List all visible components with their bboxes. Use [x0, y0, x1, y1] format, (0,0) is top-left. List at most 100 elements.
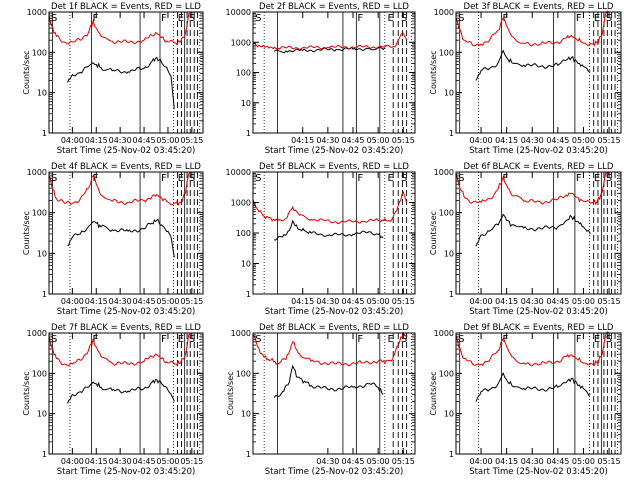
mode-label: F [357, 334, 363, 345]
x-tick-label: 04:15 [85, 136, 108, 145]
mode-label: S [458, 13, 464, 24]
y-tick-label: 1 [42, 290, 47, 299]
y-tick-label: 10 [37, 410, 47, 419]
x-tick-label: 05:00 [572, 297, 595, 306]
plot-frame [455, 171, 622, 295]
y-tick-label: 10 [444, 249, 454, 258]
mode-label: E [388, 334, 394, 345]
y-tick-label: 100 [32, 209, 47, 218]
x-axis-label: Start Time (25-Nov-02 03:45:20) [469, 146, 608, 156]
plot-frame [48, 11, 204, 134]
y-tick-label: 1000 [434, 8, 454, 17]
x-tick-label: 04:15 [85, 297, 108, 306]
mode-label: F [92, 334, 98, 345]
y-tick-label: 100 [32, 369, 47, 378]
x-axis-label: Start Time (25-Nov-02 03:45:20) [265, 467, 404, 477]
mode-label: E [178, 13, 184, 24]
y-tick-label: 100 [32, 48, 47, 57]
plot-frame [455, 11, 622, 134]
mode-label: F [161, 334, 167, 345]
mode-label: F [161, 13, 167, 24]
mode-label: E [388, 173, 394, 184]
x-tick-label: 04:30 [521, 457, 544, 466]
mode-label: F [161, 173, 167, 184]
mode-label: S [606, 13, 612, 24]
panel-title: Det 2f BLACK = Events, RED = LLD [259, 2, 409, 12]
y-tick-label: 100 [236, 369, 251, 378]
panel-title: Det 6f BLACK = Events, RED = LLD [464, 162, 614, 172]
mode-label: F [503, 334, 509, 345]
y-tick-label: 10 [37, 89, 47, 98]
y-tick-label: 1000 [231, 199, 251, 208]
series-line-events [475, 213, 591, 247]
y-axis-label: Counts/sec [22, 371, 31, 415]
y-axis-label: Counts/sec [429, 371, 438, 415]
y-axis-label: Counts/sec [226, 371, 235, 415]
series-line-lld [455, 10, 610, 47]
x-tick-label: 04:00 [470, 457, 493, 466]
mode-label: S [189, 13, 195, 24]
x-tick-label: 05:15 [598, 136, 621, 145]
x-tick-label: 04:45 [133, 297, 156, 306]
series-line-events [273, 364, 384, 398]
x-axis-label: Start Time (25-Nov-02 03:45:20) [57, 467, 196, 477]
y-tick-label: 10 [241, 410, 251, 419]
x-tick-label: 04:30 [109, 136, 132, 145]
x-tick-label: 05:15 [598, 457, 621, 466]
x-tick-label: 04:00 [470, 297, 493, 306]
x-tick-label: 04:45 [546, 136, 569, 145]
x-tick-label: 04:45 [546, 297, 569, 306]
series-line-lld [253, 32, 408, 51]
mode-label: F [503, 13, 509, 24]
mode-label: S [401, 173, 407, 184]
y-axis-label: Counts/sec [22, 50, 31, 94]
plot-frame [48, 171, 204, 295]
x-tick-label: 05:15 [598, 297, 621, 306]
y-axis-label: Counts/sec [429, 50, 438, 94]
x-tick-label: 04:15 [495, 297, 518, 306]
series-line-events [67, 379, 175, 404]
y-tick-label: 1 [449, 450, 454, 459]
y-tick-label: 1 [246, 450, 251, 459]
y-tick-label: 1 [246, 290, 251, 299]
x-tick-label: 04:00 [61, 457, 84, 466]
plot-frame [455, 332, 622, 455]
y-tick-label: 1000 [27, 168, 47, 177]
mode-label: E [178, 173, 184, 184]
y-tick-label: 10 [241, 260, 251, 269]
y-tick-label: 1 [449, 129, 454, 138]
series-line-lld [48, 332, 193, 367]
mode-label: S [458, 173, 464, 184]
x-tick-label: 05:15 [392, 457, 415, 466]
x-tick-label: 04:30 [316, 136, 339, 145]
x-axis-label: Start Time (25-Nov-02 03:45:20) [265, 146, 404, 156]
x-tick-label: 04:15 [291, 297, 314, 306]
x-tick-label: 04:45 [341, 136, 364, 145]
x-tick-label: 04:30 [316, 297, 339, 306]
mode-label: S [401, 13, 407, 24]
x-tick-label: 05:00 [367, 457, 390, 466]
y-tick-label: 100 [439, 209, 454, 218]
x-tick-label: 05:15 [180, 136, 203, 145]
y-tick-label: 100 [439, 48, 454, 57]
panel-title: Det 7f BLACK = Events, RED = LLD [51, 323, 201, 333]
series-line-lld [455, 171, 610, 206]
series-line-events [67, 218, 175, 258]
panel-title: Det 1f BLACK = Events, RED = LLD [51, 2, 201, 12]
panel-title: Det 3f BLACK = Events, RED = LLD [464, 2, 614, 12]
x-tick-label: 04:30 [109, 297, 132, 306]
panel-title: Det 5f BLACK = Events, RED = LLD [259, 162, 409, 172]
y-tick-label: 1000 [231, 38, 251, 47]
mode-label: S [51, 173, 57, 184]
series-line-lld [252, 190, 408, 225]
mode-label: S [255, 173, 261, 184]
x-tick-label: 04:45 [341, 297, 364, 306]
mode-label: S [606, 334, 612, 345]
x-tick-label: 04:45 [133, 457, 156, 466]
